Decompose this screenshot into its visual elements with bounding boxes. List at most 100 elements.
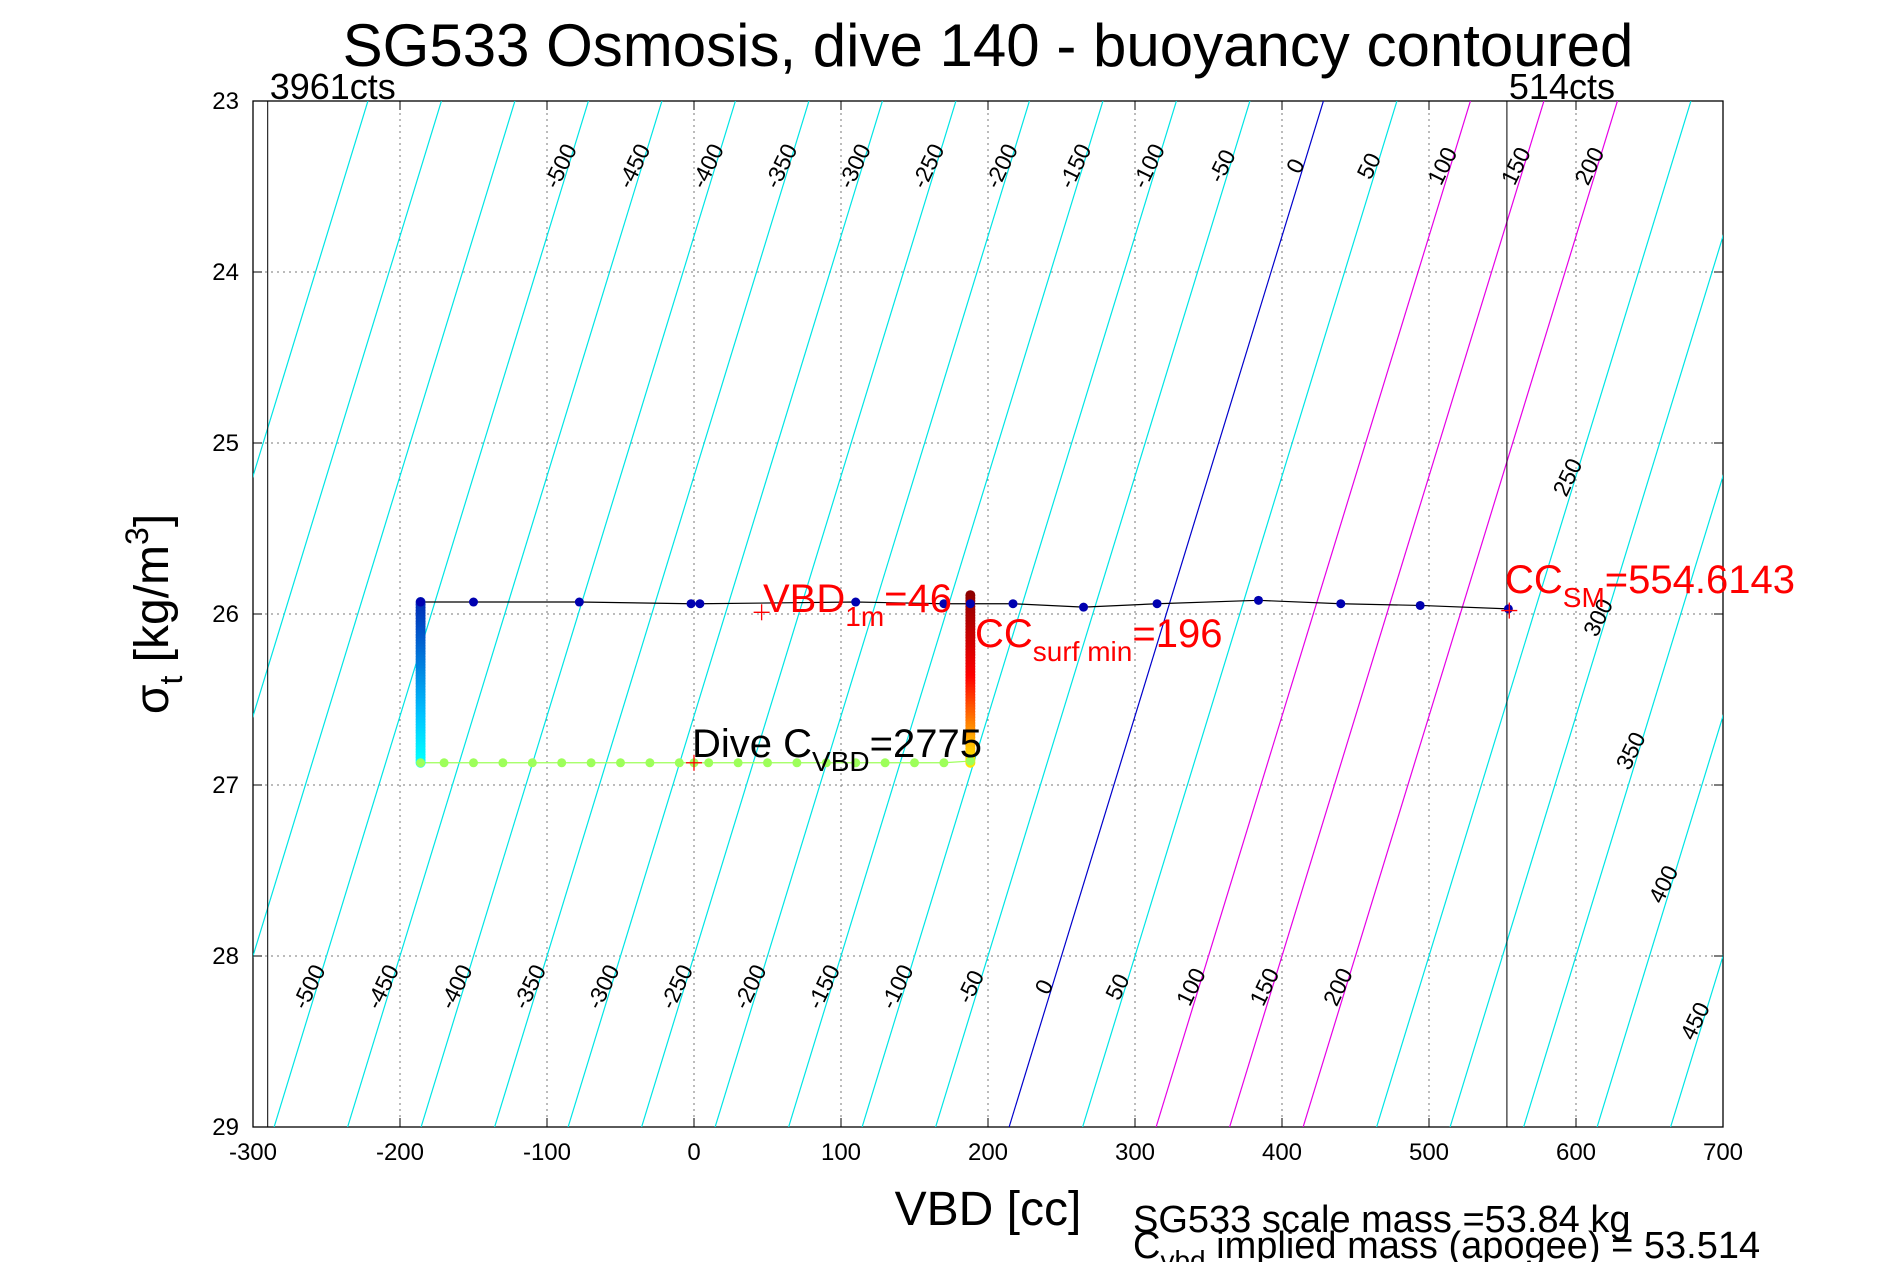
series-point <box>574 597 584 607</box>
contour-line <box>420 101 736 1127</box>
series-point <box>645 758 655 768</box>
y-tick-label: 29 <box>212 1114 239 1141</box>
contour-line <box>1744 101 1891 1127</box>
y-tick-label: 23 <box>212 88 239 115</box>
grid <box>253 101 1723 1127</box>
series-point <box>1336 599 1346 609</box>
x-tick-label: 0 <box>687 1139 700 1166</box>
x-tick-label: 600 <box>1556 1139 1596 1166</box>
contour-line <box>273 101 589 1127</box>
series-point <box>695 599 705 609</box>
contour-line <box>347 101 663 1127</box>
y-tick-label: 28 <box>212 943 239 970</box>
chart-title: SG533 Osmosis, dive 140 - buoyancy conto… <box>343 12 1634 79</box>
y-label-main: σ <box>126 685 179 715</box>
series-point <box>880 758 890 768</box>
series-point <box>965 756 975 766</box>
series-point <box>965 599 975 609</box>
series-point <box>557 758 567 768</box>
y-label-units-sup: 3 <box>119 527 155 545</box>
x-tick-label: 200 <box>968 1139 1008 1166</box>
series-point <box>851 758 861 768</box>
cc-surf-min-label: CCsurf min=196 <box>975 612 1222 667</box>
y-label-units: [kg/m <box>126 545 179 676</box>
contour-line <box>714 101 1030 1127</box>
series-point <box>792 758 802 768</box>
x-axis-label: VBD [cc] <box>895 1183 1082 1236</box>
cc-sm-label: CCSM=554.6143 <box>1505 558 1795 613</box>
contour-line <box>1302 101 1618 1127</box>
contour-line <box>1449 234 1723 1127</box>
x-tick-label: 100 <box>821 1139 861 1166</box>
contour-line <box>567 101 883 1127</box>
series-point <box>939 758 949 768</box>
y-axis-label: σt [kg/m3] <box>119 514 189 714</box>
x-tick-label: 500 <box>1409 1139 1449 1166</box>
contour-line <box>1596 714 1723 1127</box>
series-point <box>1415 600 1425 610</box>
dive-cvbd-label: Dive CVBD=2775 <box>692 722 982 777</box>
series-point <box>1503 604 1513 614</box>
contour-line <box>253 101 442 719</box>
footer-scale-mass: SG533 scale mass =53.84 kg <box>1133 1199 1630 1241</box>
series-point <box>763 758 772 768</box>
series-point <box>704 758 714 768</box>
contour-line <box>861 101 1177 1127</box>
series-point <box>469 758 478 768</box>
series-point <box>910 758 919 768</box>
series-point <box>1079 602 1089 612</box>
contour-line <box>494 101 810 1127</box>
contour-line <box>1155 101 1471 1127</box>
footer-implied-mass: Cvbd implied mass (apogee) = 53.514 <box>1133 1225 1760 1262</box>
y-tick-label: 25 <box>212 430 239 457</box>
contour-line <box>1229 101 1545 1127</box>
series-point <box>1152 599 1162 609</box>
count-markers: 3961cts 514cts <box>267 66 1615 1127</box>
x-tick-label: 400 <box>1262 1139 1302 1166</box>
series-point <box>686 599 696 609</box>
count-marker-label: 3961cts <box>270 66 396 107</box>
y-tick-label: 26 <box>212 601 239 628</box>
series-point <box>939 599 949 609</box>
svg-text:σt [kg/m3]: σt [kg/m3] <box>119 514 189 714</box>
contour-line <box>1082 101 1398 1127</box>
x-tick-label: 700 <box>1703 1139 1743 1166</box>
x-tick-label: -200 <box>376 1139 424 1166</box>
x-tick-label: -100 <box>523 1139 571 1166</box>
vbd-1m-label: VBD1m=46 <box>763 577 952 632</box>
series-point <box>439 758 449 768</box>
y-tick-label: 24 <box>212 259 239 286</box>
annotations: VBD1m=46 CCsurf min=196 CCSM=554.6143 Di… <box>692 558 1795 777</box>
contour-line <box>1376 101 1692 1127</box>
contour-line <box>788 101 1104 1127</box>
series-point <box>416 597 426 607</box>
contour-line <box>1818 101 1891 1127</box>
series-point <box>851 597 861 607</box>
y-label-sub: t <box>153 676 189 685</box>
contour-line <box>935 101 1251 1127</box>
series-point <box>527 758 537 768</box>
contour-line <box>641 101 957 1127</box>
series-point <box>498 758 508 768</box>
data-series <box>415 590 1518 771</box>
buoyancy-contours <box>253 101 1891 1127</box>
y-label-units-close: ] <box>126 514 179 527</box>
count-marker-label: 514cts <box>1509 66 1615 107</box>
series-point <box>469 597 478 607</box>
series-point <box>1253 595 1263 605</box>
contour-line <box>1523 474 1723 1127</box>
x-tick-label: -300 <box>229 1139 277 1166</box>
contour-line <box>1008 101 1324 1127</box>
series-point <box>674 758 684 768</box>
series-point <box>416 758 426 768</box>
series-point <box>586 758 596 768</box>
series-point <box>733 758 743 768</box>
contour-line <box>253 101 369 479</box>
series-point <box>616 758 625 768</box>
y-tick-label: 27 <box>212 772 239 799</box>
axis-ticks: -300 -200 -100 0 100 200 300 400 500 600 700 23 24 25… <box>212 88 1743 1166</box>
series-point <box>1008 599 1018 609</box>
x-tick-label: 300 <box>1115 1139 1155 1166</box>
series-point <box>821 758 831 768</box>
